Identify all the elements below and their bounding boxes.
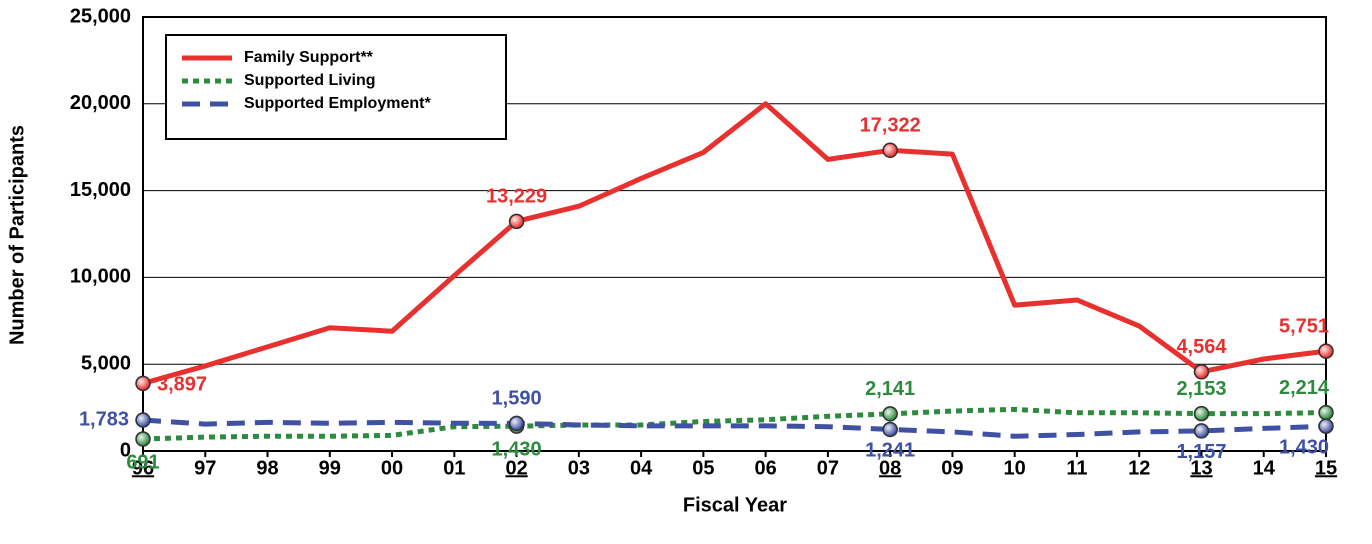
x-tick-label: 11 [1066, 457, 1087, 479]
x-tick-label: 01 [443, 457, 465, 479]
x-tick-label: 98 [256, 457, 278, 479]
x-tick-label: 06 [755, 457, 777, 479]
x-tick-label: 15 [1315, 457, 1337, 479]
data-label: 2,153 [1176, 378, 1226, 400]
legend-label: Supported Living [244, 72, 376, 89]
legend-label: Family Support** [244, 49, 374, 66]
x-tick-label: 10 [1004, 457, 1026, 479]
data-label: 4,564 [1176, 336, 1227, 358]
y-axis-label: Number of Participants [6, 125, 28, 345]
marker-highlight [137, 377, 149, 390]
series-line [142, 101, 1327, 386]
x-axis-label: Fiscal Year [683, 494, 787, 516]
y-tick-label: 5,000 [81, 352, 131, 374]
y-tick-label: 25,000 [70, 5, 131, 27]
x-tick-label: 09 [941, 457, 963, 479]
data-label: 1,430 [1279, 436, 1329, 458]
x-tick-label: 96 [132, 457, 154, 479]
marker-highlight [1320, 406, 1332, 419]
x-tick-label: 00 [381, 457, 403, 479]
legend: Family Support** Supported Living Supporte… [165, 34, 507, 140]
x-tick-label: 03 [568, 457, 590, 479]
data-label: 2,214 [1279, 377, 1330, 399]
x-tick-label: 14 [1253, 457, 1276, 479]
data-label: 3,897 [157, 374, 207, 396]
x-tick-label: 12 [1128, 457, 1150, 479]
data-label: 1,430 [492, 438, 542, 460]
marker-highlight [884, 423, 897, 436]
y-tick-label: 10,000 [70, 266, 131, 288]
marker-highlight [510, 215, 523, 228]
y-tick-label: 0 [120, 439, 131, 461]
marker-highlight [1320, 420, 1332, 433]
marker-highlight [1320, 345, 1332, 358]
y-tick-label: 15,000 [70, 179, 131, 201]
marker-highlight [137, 433, 149, 446]
data-label: 5,751 [1279, 315, 1329, 337]
x-tick-label: 02 [505, 457, 527, 479]
data-label: 1,157 [1176, 441, 1226, 463]
data-label: 13,229 [486, 186, 547, 208]
data-label: 1,590 [492, 388, 542, 410]
data-label: 1,783 [79, 408, 129, 430]
marker-highlight [510, 417, 523, 430]
series-line [142, 417, 1327, 439]
marker-highlight [884, 144, 897, 157]
x-tick-label: 08 [879, 457, 901, 479]
y-tick-label: 20,000 [70, 92, 131, 114]
legend-box [165, 34, 507, 140]
data-label: 1,241 [865, 440, 915, 462]
data-label: 2,141 [865, 378, 915, 400]
marker-highlight [137, 414, 149, 427]
x-tick-label: 04 [630, 457, 653, 479]
data-label: 691 [126, 451, 159, 473]
legend-label: Supported Employment* [244, 95, 431, 112]
x-tick-label: 05 [692, 457, 714, 479]
x-tick-label: 97 [194, 457, 216, 479]
plot-frame [142, 16, 1327, 452]
x-tick-label: 13 [1190, 457, 1212, 479]
x-tick-label: 07 [817, 457, 839, 479]
marker-highlight [884, 407, 897, 420]
marker-highlight [1195, 407, 1208, 420]
x-tick-label: 99 [319, 457, 341, 479]
data-label: 17,322 [860, 115, 921, 137]
marker-highlight [1195, 424, 1208, 437]
marker-highlight [1195, 365, 1208, 378]
